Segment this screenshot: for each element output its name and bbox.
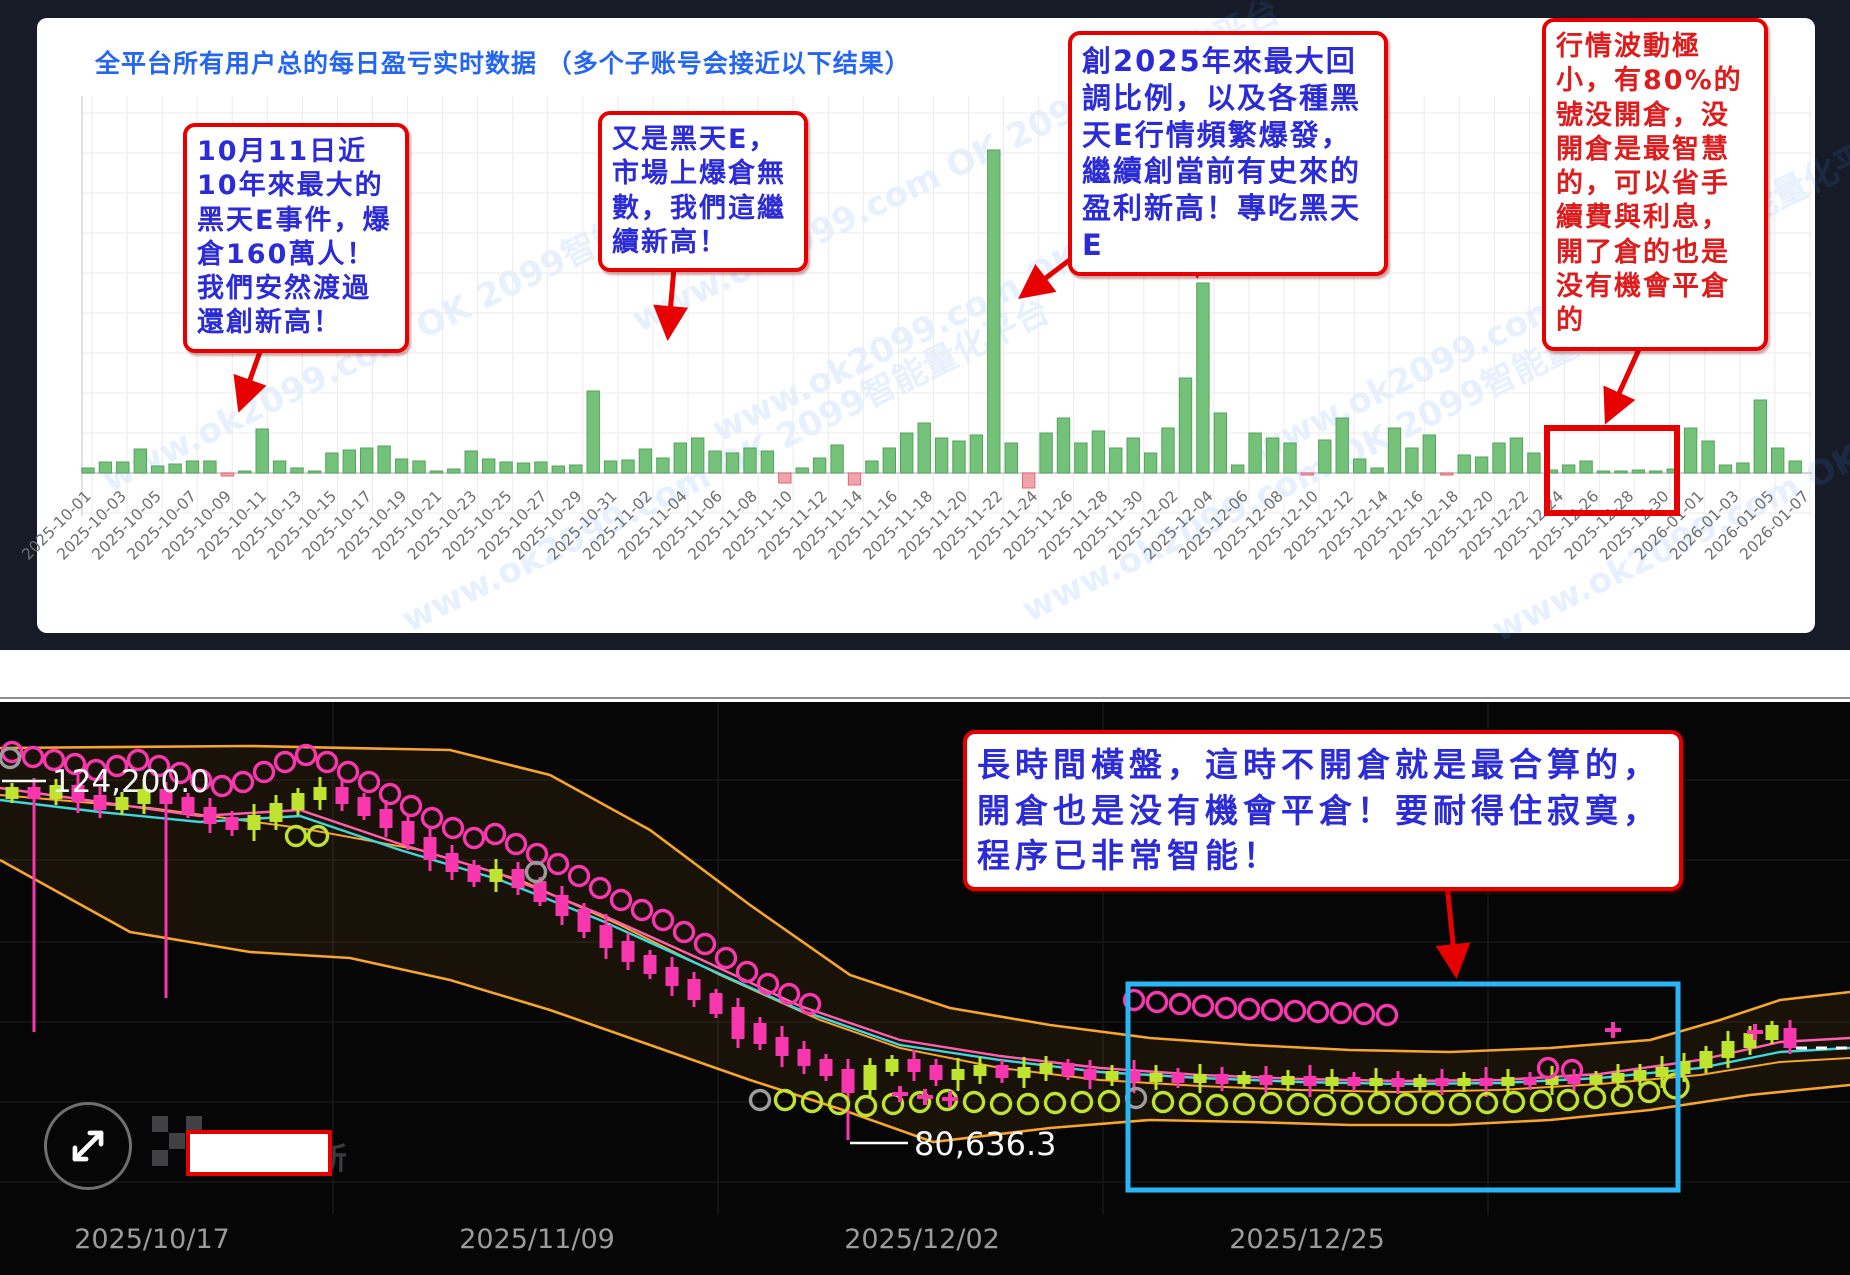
- expand-arrows-icon: [72, 1130, 104, 1162]
- bollinger-lower: [0, 858, 1850, 1144]
- x-axis-labels: 2025-10-012025-10-032025-10-052025-10-07…: [18, 487, 1812, 563]
- x-axis-label-4: 2025/12/25: [1229, 1224, 1385, 1255]
- bollinger-band-fill: [0, 746, 1850, 1142]
- sideways-highlight-rect: [1125, 981, 1681, 1193]
- flat-period-highlight-rect: [1544, 425, 1680, 516]
- annotation-sideways-market: 長時間橫盤，這時不開倉就是最合算的，開倉也是没有機會平倉！要耐得住寂寞，程序已非…: [963, 730, 1683, 891]
- daily-pnl-bar-chart[interactable]: 2025-10-012025-10-032025-10-052025-10-07…: [0, 0, 1850, 650]
- bollinger-upper: [0, 744, 1850, 1054]
- redaction-box: [186, 1130, 332, 1176]
- pink-moving-average: [0, 786, 1850, 1083]
- x-axis-label-3: 2025/12/02: [844, 1224, 1000, 1255]
- x-axis-label-2: 2025/11/09: [459, 1224, 615, 1255]
- price-low-label: 80,636.3: [914, 1125, 1057, 1163]
- annotation-black-swan-again: 又是黑天E，市場上爆倉無數，我們這繼續新高！: [598, 111, 808, 273]
- annotation-arrow: [1435, 883, 1471, 979]
- annotation-max-drawdown: 創2025年來最大回調比例，以及各種黑天E行情頻繁爆發，繼續創當前有史來的盈利新…: [1068, 31, 1388, 276]
- x-axis-label-1: 2025/10/17: [74, 1224, 230, 1255]
- chart-title: 全平台所有用户总的每日盈亏实时数据 （多个子账号会接近以下结果）: [95, 49, 911, 78]
- candlestick-chart[interactable]: 124,200.0 80,636.3: [0, 650, 1850, 1275]
- annotation-black-swan-oct11: 10月11日近10年來最大的黑天E事件，爆倉160萬人！我們安然渡過還創新高！: [183, 123, 409, 353]
- annotation-low-volatility: 行情波動極小，有80%的號没開倉，没開倉是最智慧的，可以省手續費與利息，開了倉的…: [1542, 18, 1768, 351]
- cyan-moving-average: [0, 798, 1850, 1086]
- doji-cross-markers: [892, 1022, 1763, 1107]
- fullscreen-button[interactable]: [44, 1102, 132, 1190]
- neutral-signal-circles: [0, 746, 1148, 1112]
- pnl-bars: [81, 149, 1802, 489]
- price-high-label: 124,200.0: [52, 764, 210, 800]
- short-signal-circles: [0, 740, 1584, 1082]
